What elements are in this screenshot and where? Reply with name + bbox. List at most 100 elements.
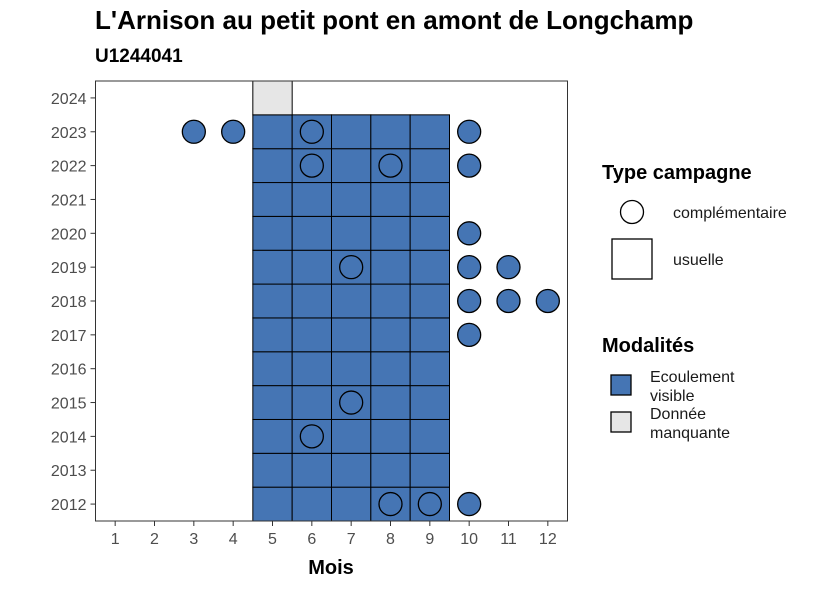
x-tick-label-3: 3 — [189, 531, 198, 548]
tile-2015-9 — [409, 385, 450, 420]
legend-square-key — [611, 238, 653, 280]
tile-2018-6 — [291, 283, 332, 319]
y-tick-label-2013: 2013 — [51, 463, 87, 480]
legend-fill-key-0 — [610, 374, 632, 396]
tile-2012-7 — [331, 486, 372, 522]
tile-2017-5 — [252, 317, 293, 353]
legend-circle-label: complémentaire — [673, 205, 787, 222]
tile-2018-8 — [370, 283, 411, 319]
tile-2016-9 — [409, 351, 450, 387]
tile-2020-9 — [409, 215, 450, 251]
y-tick-label-2018: 2018 — [51, 294, 87, 311]
tile-2014-9 — [409, 418, 450, 454]
point-2018-10 — [457, 288, 482, 314]
tile-2021-5 — [252, 182, 293, 217]
legend-fill-label-0-1: visible — [650, 388, 695, 405]
point-2022-6 — [299, 153, 324, 178]
tile-2013-7 — [331, 452, 372, 488]
y-tick-label-2024: 2024 — [51, 91, 87, 108]
tile-2013-5 — [252, 452, 293, 488]
point-2022-10 — [457, 153, 482, 178]
tile-2016-5 — [252, 351, 293, 387]
point-2014-6 — [299, 424, 324, 449]
tile-2021-9 — [409, 182, 450, 217]
tile-2013-8 — [370, 452, 411, 488]
y-tick-label-2017: 2017 — [51, 328, 87, 345]
legend-square-label: usuelle — [673, 252, 724, 269]
y-tick-label-2012: 2012 — [51, 497, 87, 514]
tile-2017-9 — [409, 317, 450, 353]
tile-2023-8 — [370, 114, 411, 150]
point-2012-8 — [378, 491, 403, 517]
point-2012-10 — [457, 491, 482, 517]
tile-2015-5 — [252, 385, 293, 420]
y-tick-label-2023: 2023 — [51, 125, 87, 142]
point-2019-10 — [457, 255, 482, 280]
point-2017-10 — [457, 322, 482, 347]
tile-2017-8 — [370, 317, 411, 353]
axes: 1 2 3 4 5 6 7 8 9 10 11 122012201320142015201620172… — [51, 80, 568, 548]
tile-2018-9 — [409, 283, 450, 319]
tile-2021-8 — [370, 182, 411, 217]
tile-2014-8 — [370, 418, 411, 454]
x-tick-label-7: 7 — [347, 531, 356, 548]
tile-2020-8 — [370, 215, 411, 251]
tile-2020-5 — [252, 215, 293, 251]
tile-2012-6 — [291, 486, 332, 522]
x-tick-label-11: 11 — [500, 531, 517, 548]
x-tick-label-12: 12 — [539, 531, 557, 548]
y-tick-label-2020: 2020 — [51, 226, 87, 243]
chart-title: L'Arnison au petit pont en amont de Long… — [95, 5, 694, 35]
tile-2017-6 — [291, 317, 332, 353]
point-2018-12 — [535, 288, 560, 314]
x-tick-label-9: 9 — [425, 531, 434, 548]
point-2023-10 — [457, 119, 482, 144]
tile-2014-5 — [252, 418, 293, 454]
tile-2015-6 — [291, 385, 332, 420]
legend-fill-label-1-0: Donnée — [650, 406, 706, 423]
tile-2012-5 — [252, 486, 293, 522]
tile-2016-6 — [291, 351, 332, 387]
tile-2022-9 — [409, 148, 450, 184]
tile-2014-7 — [331, 418, 372, 454]
tile-2017-7 — [331, 317, 372, 353]
tile-2015-8 — [370, 385, 411, 420]
legend-fill-key-1 — [610, 411, 632, 433]
y-tick-label-2019: 2019 — [51, 260, 87, 277]
tile-2022-5 — [252, 148, 293, 184]
y-tick-label-2016: 2016 — [51, 362, 87, 379]
x-axis-title: Mois — [308, 557, 354, 579]
tile-2022-7 — [331, 148, 372, 184]
y-tick-label-2021: 2021 — [51, 192, 87, 209]
tile-2016-8 — [370, 351, 411, 387]
tile-2019-8 — [370, 249, 411, 285]
tile-2024-5 — [252, 80, 293, 116]
point-2018-11 — [496, 288, 521, 314]
point-2019-11 — [496, 255, 521, 280]
legend-fill-title: Modalités — [602, 335, 694, 357]
tile-2021-7 — [331, 182, 372, 217]
tile-2013-6 — [291, 452, 332, 488]
tile-2018-5 — [252, 283, 293, 319]
chart-subtitle: U1244041 — [95, 46, 183, 67]
x-tick-label-2: 2 — [150, 531, 159, 548]
tile-2018-7 — [331, 283, 372, 319]
tile-2020-6 — [291, 215, 332, 251]
tile-2020-7 — [331, 215, 372, 251]
tile-2016-7 — [331, 351, 372, 387]
point-2015-7 — [339, 390, 364, 415]
tile-2019-5 — [252, 249, 293, 285]
x-tick-label-6: 6 — [307, 531, 316, 548]
x-tick-label-8: 8 — [386, 531, 395, 548]
legend: Type campagne complémentaire usuelle Modali… — [602, 162, 787, 442]
tile-2023-7 — [331, 114, 372, 150]
y-tick-label-2015: 2015 — [51, 396, 87, 413]
legend-circle-key — [619, 199, 645, 225]
legend-fill-label-0-0: Ecoulement — [650, 369, 735, 386]
tile-2021-6 — [291, 182, 332, 217]
point-2022-8 — [378, 153, 403, 178]
tile-2019-9 — [409, 249, 450, 285]
point-2023-6 — [299, 119, 324, 144]
point-2023-4 — [221, 119, 246, 144]
